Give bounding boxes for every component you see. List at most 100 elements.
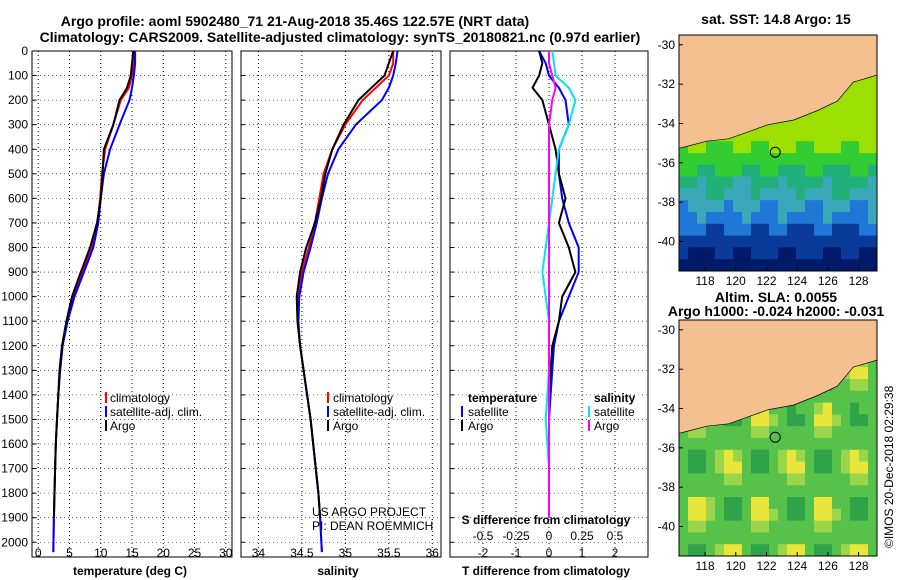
- map-cell: [823, 141, 833, 154]
- map-cell: [724, 141, 734, 154]
- map-cell: [688, 188, 698, 201]
- series-line-climatology: [52, 50, 135, 553]
- land-mass: [678, 34, 878, 149]
- map-cell: [805, 176, 815, 189]
- temperature-xlabel: temperature (deg C): [73, 564, 187, 578]
- map-cell: [733, 532, 743, 545]
- map-cell: [850, 532, 860, 545]
- map-cell: [841, 473, 851, 486]
- map-cell: [742, 485, 752, 498]
- map-cell: [697, 259, 707, 272]
- map-cell: [868, 200, 878, 213]
- map-cell: [760, 414, 770, 427]
- map-cell: [688, 461, 698, 474]
- map-cell: [850, 379, 860, 392]
- map-cell: [679, 188, 689, 201]
- depth-tick-label: 300: [8, 118, 28, 132]
- map-cell: [859, 449, 869, 463]
- map-cell: [724, 426, 734, 439]
- map-cell: [778, 164, 788, 178]
- map-cell: [832, 497, 842, 510]
- map-cell: [823, 235, 833, 248]
- map-cell: [850, 82, 860, 95]
- map-cell: [841, 223, 851, 237]
- map-cell: [724, 485, 734, 498]
- map-cell: [742, 497, 752, 510]
- map-cell: [841, 390, 851, 404]
- map-cell: [850, 438, 860, 451]
- map-cell: [769, 520, 779, 533]
- map-cell: [769, 414, 779, 427]
- map-cell: [859, 520, 869, 533]
- map-cell: [751, 426, 761, 439]
- map-cell: [787, 117, 797, 130]
- map-frame: [678, 34, 878, 272]
- map-cell: [850, 141, 860, 154]
- map-lat-label: -40: [658, 235, 676, 249]
- map-cell: [706, 497, 716, 510]
- map-cell: [823, 259, 833, 272]
- map-cell: [850, 153, 860, 166]
- map-cell: [805, 532, 815, 545]
- map-cell: [751, 200, 761, 213]
- map-cell: [850, 212, 860, 225]
- map-cell: [850, 176, 860, 189]
- map-cell: [859, 379, 869, 392]
- map-cell: [724, 438, 734, 451]
- map-cell: [706, 461, 716, 474]
- depth-tick-label: 1700: [1, 462, 28, 476]
- map-cell: [805, 438, 815, 451]
- map-cell: [832, 520, 842, 533]
- depth-tick-label: 800: [8, 241, 28, 255]
- map-cell: [679, 176, 689, 189]
- map-cell: [787, 508, 797, 522]
- depth-tick-label: 900: [8, 265, 28, 279]
- map-lon-label: 124: [787, 274, 807, 288]
- map-cell: [742, 212, 752, 225]
- map-cell: [742, 247, 752, 260]
- map-cell: [841, 129, 851, 142]
- salinity-xlabel: salinity: [317, 564, 359, 578]
- map-cell: [841, 461, 851, 474]
- map-cell: [850, 129, 860, 142]
- map-cell: [787, 200, 797, 213]
- map-cell: [751, 544, 761, 557]
- legend-swatch-satellite: [105, 406, 107, 417]
- x-tick-label: -1: [511, 546, 522, 560]
- map-cell: [841, 188, 851, 201]
- depth-tick-label: 400: [8, 142, 28, 156]
- legend-climatology: climatology: [333, 391, 393, 405]
- map-cell: [832, 247, 842, 260]
- map-cell: [706, 532, 716, 545]
- map-cell: [841, 235, 851, 248]
- map-cell: [742, 426, 752, 439]
- map-cell: [724, 461, 734, 474]
- map-cell: [868, 117, 878, 130]
- map-cell: [778, 259, 788, 272]
- map-cell: [769, 259, 779, 272]
- s-tick-label: 0.25: [570, 529, 594, 543]
- map-cell: [814, 473, 824, 486]
- map-cell: [733, 508, 743, 522]
- map-cell: [778, 117, 788, 130]
- map-cell: [859, 473, 869, 486]
- map-cell: [697, 212, 707, 225]
- map-cell: [751, 449, 761, 463]
- land-mass: [678, 319, 878, 434]
- map-cell: [832, 212, 842, 225]
- map-cell: [742, 235, 752, 248]
- difference-legend: temperature satellite Argo salinity sate…: [461, 391, 636, 433]
- map-cell: [796, 176, 806, 189]
- map-cell: [787, 485, 797, 498]
- map-cell: [868, 485, 878, 498]
- legend-climatology: climatology: [110, 391, 170, 405]
- x-tick-label: 36: [426, 546, 440, 560]
- imos-stamp: ©IMOS 20-Dec-2018 02:29:38: [882, 385, 896, 548]
- map-cell: [724, 247, 734, 260]
- map-lon-label: 118: [696, 559, 715, 573]
- map-cell: [796, 117, 806, 130]
- map-cell: [751, 176, 761, 189]
- title-line1: Argo profile: aoml 5902480_71 21-Aug-201…: [61, 13, 529, 29]
- argo-position-marker: [769, 146, 781, 158]
- map-cell: [805, 188, 815, 201]
